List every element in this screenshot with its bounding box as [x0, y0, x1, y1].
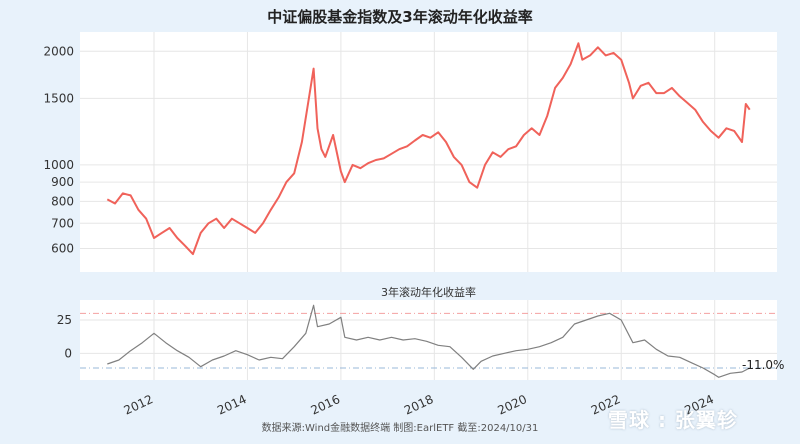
- x-tick-label: 2014: [215, 392, 249, 418]
- top-y-tick-label: 900: [51, 175, 74, 189]
- last-value-label: -11.0%: [742, 358, 785, 372]
- top-y-tick-label: 1000: [43, 158, 74, 172]
- bottom-panel-background: [80, 300, 777, 380]
- bottom-panel-title: 3年滚动年化收益率: [381, 286, 476, 299]
- top-y-tick-label: 1500: [43, 91, 74, 105]
- top-y-tick-label: 2000: [43, 44, 74, 58]
- bottom-y-tick-label: 25: [57, 313, 72, 327]
- x-tick-label: 2018: [402, 392, 436, 418]
- top-panel-background: [80, 32, 777, 272]
- chart-title: 中证偏股基金指数及3年滚动年化收益率: [267, 8, 533, 26]
- x-tick-label: 2012: [122, 392, 156, 418]
- top-y-tick-label: 800: [51, 194, 74, 208]
- x-tick-label: 2020: [495, 392, 529, 418]
- x-tick-label: 2016: [309, 392, 343, 418]
- watermark: 雪球 : 张翼轸: [608, 408, 738, 432]
- top-y-tick-label: 600: [51, 242, 74, 256]
- bottom-y-tick-label: 0: [64, 346, 72, 360]
- index-series-line: [106, 42, 751, 256]
- rolling-return-series-line: [107, 304, 750, 378]
- top-y-tick-label: 700: [51, 216, 74, 230]
- source-note: 数据来源:Wind金融数据终端 制图:EarlETF 截至:2024/10/31: [261, 423, 539, 434]
